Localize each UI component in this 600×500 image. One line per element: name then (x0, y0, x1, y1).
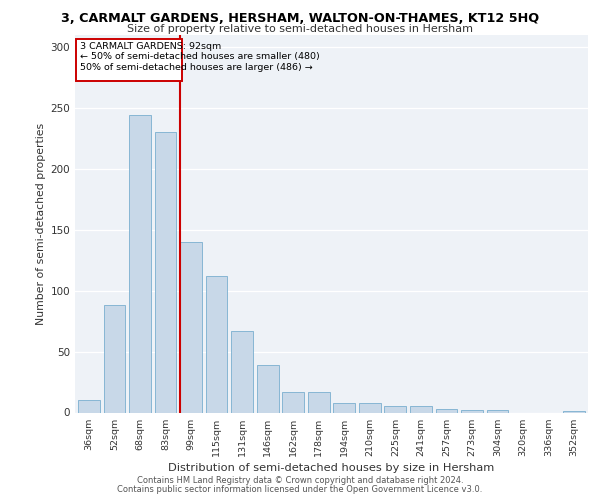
Bar (232, 331, 253, 412)
Bar (410, 406, 431, 412)
Bar (76, 38, 182, 82)
Bar (308, 392, 329, 412)
Bar (257, 365, 278, 412)
Bar (283, 392, 304, 412)
Text: 3 CARMALT GARDENS: 92sqm: 3 CARMALT GARDENS: 92sqm (80, 42, 221, 50)
Text: ← 50% of semi-detached houses are smaller (480): ← 50% of semi-detached houses are smalle… (80, 52, 319, 61)
Text: Contains HM Land Registry data © Crown copyright and database right 2024.: Contains HM Land Registry data © Crown c… (137, 476, 463, 485)
X-axis label: Distribution of semi-detached houses by size in Hersham: Distribution of semi-detached houses by … (169, 463, 494, 473)
Bar (385, 406, 406, 412)
Bar (436, 409, 457, 412)
Text: Contains public sector information licensed under the Open Government Licence v3: Contains public sector information licen… (118, 484, 482, 494)
Text: Size of property relative to semi-detached houses in Hersham: Size of property relative to semi-detach… (127, 24, 473, 34)
Bar (359, 403, 380, 412)
Text: 3, CARMALT GARDENS, HERSHAM, WALTON-ON-THAMES, KT12 5HQ: 3, CARMALT GARDENS, HERSHAM, WALTON-ON-T… (61, 12, 539, 26)
Bar (487, 410, 508, 412)
Bar (334, 403, 355, 412)
Bar (78, 400, 100, 412)
Bar (180, 242, 202, 412)
Bar (155, 132, 176, 412)
Bar (104, 306, 125, 412)
Text: 50% of semi-detached houses are larger (486) →: 50% of semi-detached houses are larger (… (80, 63, 313, 72)
Bar (206, 276, 227, 412)
Bar (129, 116, 151, 412)
Y-axis label: Number of semi-detached properties: Number of semi-detached properties (36, 122, 46, 325)
Bar (461, 410, 483, 412)
